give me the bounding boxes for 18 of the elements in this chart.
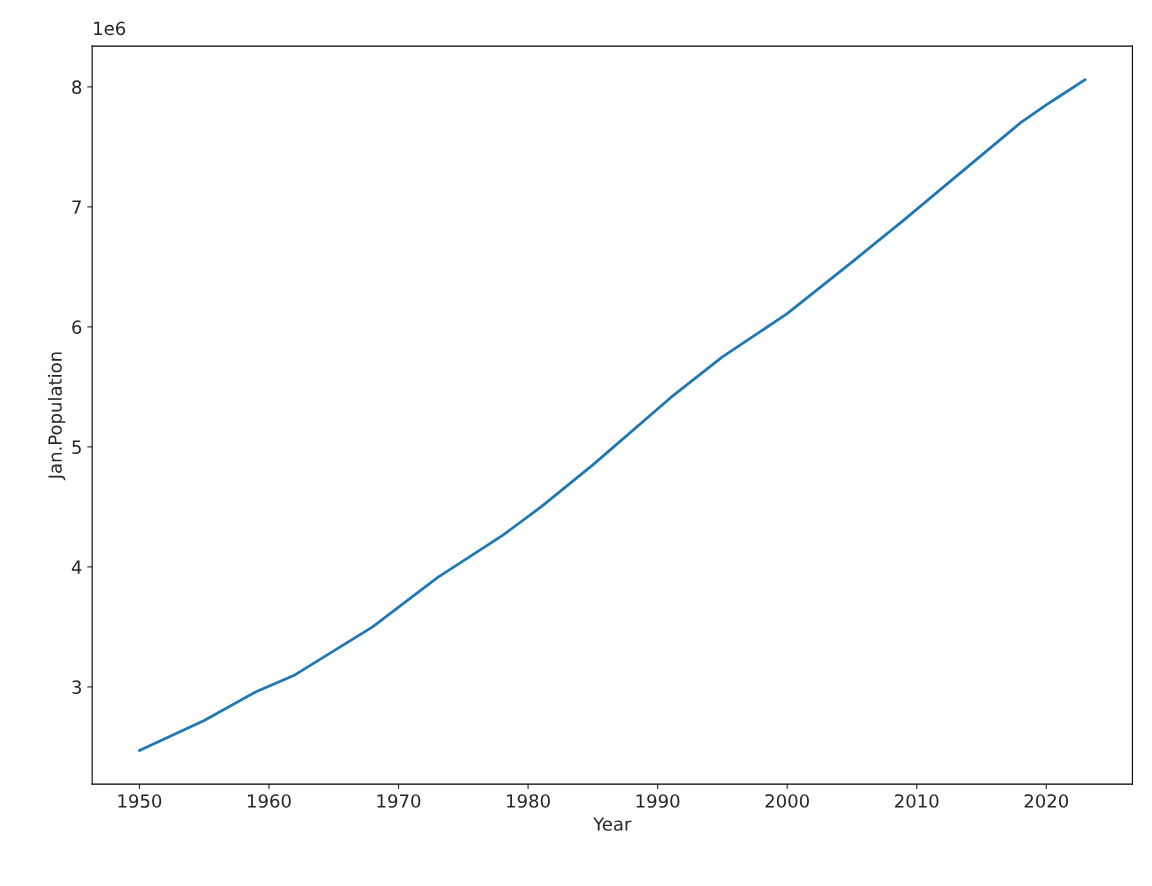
x-axis-title: Year xyxy=(593,817,632,831)
x-tick-label: 1950 xyxy=(118,794,162,808)
x-tick-label: 2000 xyxy=(765,794,809,808)
x-tick-label: 1980 xyxy=(507,794,550,808)
x-tick-label: 1960 xyxy=(248,794,291,808)
x-tick-label: 2010 xyxy=(895,794,939,808)
x-tick-label: 1970 xyxy=(377,794,421,808)
text: 1e6 xyxy=(94,21,126,36)
y-tick-label: 6 xyxy=(72,320,82,334)
y-tick-label: 4 xyxy=(71,560,82,574)
line-series xyxy=(138,78,1087,752)
y-axis-title: Jan.Population xyxy=(47,352,66,481)
x-tick-label: 1990 xyxy=(636,794,680,808)
x-tick-label: 2020 xyxy=(1024,794,1069,808)
y-tick-label: 3 xyxy=(72,680,81,695)
y-tick-label: 8 xyxy=(72,80,82,94)
y-tick-label: 5 xyxy=(72,440,81,455)
y-tick-label: 7 xyxy=(72,200,81,214)
